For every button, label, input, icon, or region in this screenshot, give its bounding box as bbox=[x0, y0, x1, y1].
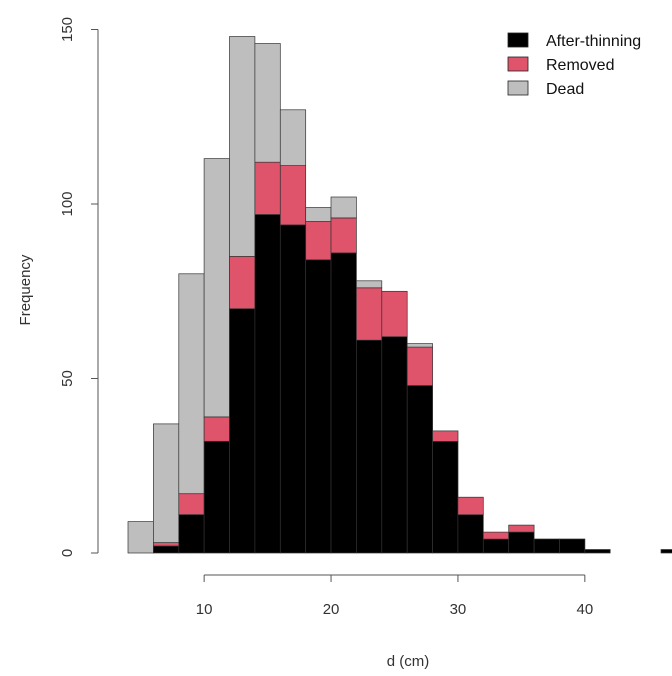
bar-removed-6 bbox=[153, 543, 178, 547]
bar-dead-10 bbox=[204, 159, 229, 417]
x-tick-label-20: 20 bbox=[323, 601, 340, 618]
legend-swatch-dead bbox=[508, 81, 528, 95]
legend-label-removed: Removed bbox=[546, 57, 614, 74]
legend-label-dead: Dead bbox=[546, 81, 584, 98]
bar-dead-16 bbox=[280, 110, 305, 166]
x-tick-label-10: 10 bbox=[196, 601, 213, 618]
bar-after-thinning-8 bbox=[179, 515, 204, 553]
legend-swatch-after-thinning bbox=[508, 33, 528, 47]
bar-dead-14 bbox=[255, 44, 280, 163]
bar-after-thinning-12 bbox=[230, 309, 255, 553]
y-tick-label-100: 100 bbox=[59, 191, 76, 216]
bar-dead-6 bbox=[153, 424, 178, 543]
bar-removed-12 bbox=[230, 256, 255, 308]
bar-removed-18 bbox=[306, 221, 331, 259]
legend-label-after-thinning: After-thinning bbox=[546, 33, 641, 50]
legend-swatch-removed bbox=[508, 57, 528, 71]
bar-removed-34 bbox=[509, 525, 534, 532]
bar-removed-32 bbox=[483, 532, 508, 539]
bar-after-thinning-32 bbox=[483, 539, 508, 553]
bar-after-thinning-38 bbox=[560, 539, 585, 553]
bar-after-thinning-28 bbox=[433, 441, 458, 553]
bar-after-thinning-10 bbox=[204, 441, 229, 553]
bar-after-thinning-20 bbox=[331, 253, 356, 553]
y-axis-title: Frequency bbox=[17, 254, 34, 325]
bar-removed-16 bbox=[280, 166, 305, 225]
bar-removed-30 bbox=[458, 497, 483, 515]
bar-dead-18 bbox=[306, 208, 331, 222]
y-tick-label-0: 0 bbox=[59, 549, 76, 557]
bar-after-thinning-34 bbox=[509, 532, 534, 553]
bar-dead-4 bbox=[128, 522, 153, 553]
bar-removed-22 bbox=[356, 288, 381, 340]
bar-removed-10 bbox=[204, 417, 229, 441]
bar-dead-20 bbox=[331, 197, 356, 218]
bar-after-thinning-46 bbox=[661, 550, 672, 554]
bar-removed-24 bbox=[382, 291, 407, 336]
bar-after-thinning-18 bbox=[306, 260, 331, 553]
bars-layer bbox=[128, 37, 672, 554]
bar-dead-26 bbox=[407, 344, 432, 348]
x-tick-label-40: 40 bbox=[576, 601, 593, 618]
bar-removed-14 bbox=[255, 162, 280, 214]
bar-after-thinning-30 bbox=[458, 515, 483, 553]
bar-removed-8 bbox=[179, 494, 204, 515]
x-axis: 10 20 30 40 bbox=[196, 575, 593, 618]
legend: After-thinning Removed Dead bbox=[508, 33, 641, 98]
bar-removed-20 bbox=[331, 218, 356, 253]
bar-after-thinning-6 bbox=[153, 546, 178, 553]
bar-after-thinning-14 bbox=[255, 215, 280, 554]
y-tick-label-150: 150 bbox=[59, 17, 76, 42]
bar-after-thinning-16 bbox=[280, 225, 305, 553]
bar-after-thinning-26 bbox=[407, 386, 432, 554]
y-axis: 0 50 100 150 bbox=[59, 17, 98, 557]
x-axis-title: d (cm) bbox=[387, 653, 430, 670]
y-tick-label-50: 50 bbox=[59, 370, 76, 387]
bar-dead-12 bbox=[230, 37, 255, 257]
x-tick-label-30: 30 bbox=[450, 601, 467, 618]
bar-removed-28 bbox=[433, 431, 458, 442]
bar-after-thinning-22 bbox=[356, 340, 381, 553]
bar-dead-22 bbox=[356, 281, 381, 288]
bar-dead-8 bbox=[179, 274, 204, 494]
bar-after-thinning-36 bbox=[534, 539, 559, 553]
bar-after-thinning-40 bbox=[585, 550, 610, 554]
bar-removed-26 bbox=[407, 347, 432, 385]
bar-after-thinning-24 bbox=[382, 337, 407, 553]
